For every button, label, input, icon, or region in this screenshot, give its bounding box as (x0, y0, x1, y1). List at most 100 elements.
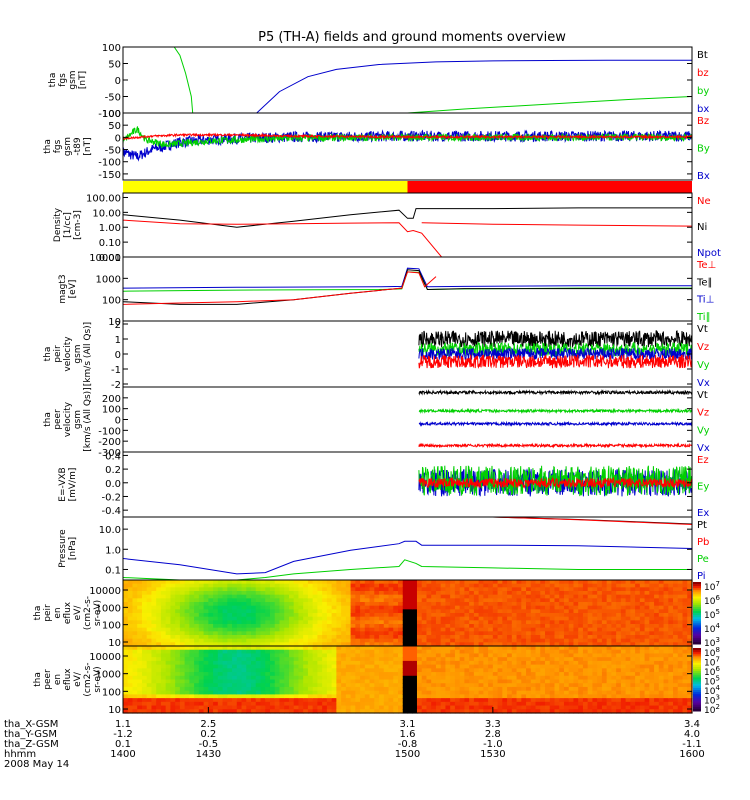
spectrogram-cell (269, 679, 276, 684)
spectrogram-cell (374, 605, 380, 610)
spectrogram-cell (606, 675, 612, 681)
spectrogram-cell (369, 627, 375, 632)
spectrogram-cell (217, 694, 224, 699)
spectrogram-cell (492, 668, 499, 673)
spectrogram-cell (440, 701, 447, 707)
frames-layer (122, 46, 701, 714)
spectrogram-cell (217, 602, 224, 607)
spectrogram-cell (668, 709, 674, 714)
spectrogram-cell (445, 698, 451, 703)
spectrogram-cell (175, 653, 181, 658)
spectrogram-cell (507, 605, 513, 610)
spectrogram-cell (326, 690, 333, 695)
spectrogram-cell (578, 705, 584, 710)
spectrogram-cell (549, 620, 556, 625)
spectrogram-cell (464, 683, 470, 688)
spectrogram-cell (545, 694, 551, 699)
spectrogram-cell (383, 646, 390, 651)
spectrogram-cell (184, 668, 190, 673)
spectrogram-cell (654, 664, 660, 669)
spectrogram-cell (279, 646, 285, 651)
spectrogram-cell (127, 620, 134, 625)
spectrogram-cell (398, 613, 404, 618)
spectrogram-cell (445, 664, 451, 669)
spectrogram-cell (473, 672, 480, 677)
spectrogram-cell (227, 642, 233, 647)
spectrogram-cell (255, 594, 262, 599)
spectrogram-cell (673, 664, 679, 669)
spectrogram-cell (644, 616, 650, 621)
spectrogram-cell (478, 683, 484, 688)
spectrogram-cell (421, 624, 428, 629)
spectrogram-cell (232, 694, 238, 699)
spectrogram-cell (179, 631, 186, 636)
spectrogram-cell (673, 675, 679, 681)
spectrogram-cell (222, 620, 228, 625)
colorbar-label-exponent: 7 (715, 580, 719, 588)
spectrogram-cell (421, 620, 428, 625)
spectrogram-cell (194, 594, 200, 599)
spectrogram-cell (293, 675, 300, 681)
spectrogram-cell (398, 635, 404, 640)
spectrogram-cell (521, 583, 527, 588)
spectrogram-cell (440, 642, 447, 647)
spectrogram-cell (383, 602, 390, 607)
colorbar-cell (693, 623, 701, 626)
spectrogram-cell (545, 642, 551, 647)
spectrogram-cell (350, 624, 356, 629)
spectrogram-cell (274, 698, 281, 703)
spectrogram-cell (639, 609, 646, 614)
spectrogram-cell (559, 583, 565, 588)
spectrogram-cell (677, 690, 684, 695)
spectrogram-cell (336, 705, 342, 710)
spectrogram-cell (668, 616, 674, 621)
spectrogram-cell (592, 653, 598, 658)
spectrogram-cell (198, 580, 205, 585)
spectrogram-cell (521, 587, 527, 592)
spectrogram-cell (146, 627, 153, 632)
spectrogram-cell (649, 594, 655, 599)
spectrogram-cell (473, 653, 480, 658)
spectrogram-cell (526, 705, 532, 710)
spectrogram-cell (611, 698, 617, 703)
spectrogram-cell (568, 638, 575, 643)
spectrogram-cell (516, 605, 522, 610)
spectrogram-cell (360, 701, 366, 707)
spectrogram-cell (535, 605, 541, 610)
spectrogram-cell (611, 605, 617, 610)
spectrogram-cell (227, 605, 233, 610)
spectrogram-cell (549, 591, 556, 596)
spectrogram-cell (625, 646, 631, 651)
spectrogram-cell (156, 635, 162, 640)
spectrogram-cell (222, 683, 228, 688)
spectrogram-cell (658, 583, 665, 588)
spectrogram-cell (454, 679, 461, 684)
spectrogram-cell (416, 642, 423, 647)
spectrogram-cell (132, 679, 138, 684)
spectrogram-cell (383, 616, 390, 621)
spectrogram-cell (497, 679, 503, 684)
spectrogram-cell (578, 631, 584, 636)
spectrogram-cell (189, 709, 195, 714)
spectrogram-cell (407, 620, 413, 625)
spectrogram-cell (483, 580, 489, 585)
spectrogram-cell (549, 675, 556, 681)
spectrogram-cell (345, 613, 352, 618)
spectrogram-cell (312, 679, 319, 684)
spectrogram-cell (559, 694, 565, 699)
spectrogram-cell (160, 705, 167, 710)
spectrogram-cell (251, 591, 257, 596)
spectrogram-cell (540, 690, 546, 695)
spectrogram-cell (644, 624, 650, 629)
spectrogram-cell (563, 668, 570, 673)
spectrogram-cell (568, 642, 575, 647)
spectrogram-cell (421, 698, 428, 703)
spectrogram-cell (578, 664, 584, 669)
spectrogram-cell (663, 649, 669, 655)
spectrogram-cell (326, 653, 333, 658)
spectrogram-cell (526, 683, 532, 688)
spectrogram-cell (123, 631, 129, 636)
spectrogram-cell (288, 690, 295, 695)
spectrogram-cell (416, 616, 423, 621)
spectrogram-cell (502, 675, 508, 681)
